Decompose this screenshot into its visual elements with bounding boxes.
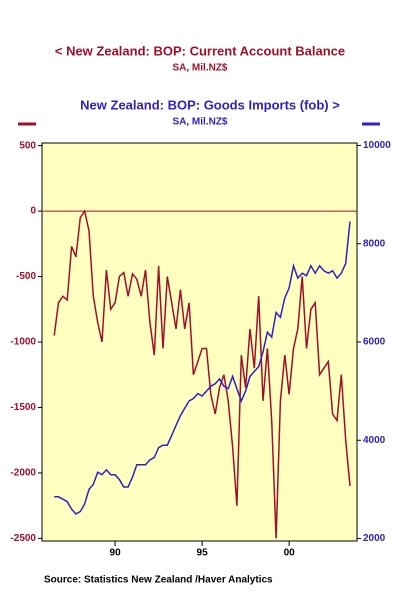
- y-tick-label: -2500: [10, 533, 36, 544]
- series-line: [54, 221, 351, 515]
- series-title: New Zealand: BOP: Goods Imports (fob) >: [80, 97, 340, 112]
- y2-tick-label: 6000: [363, 337, 386, 348]
- y-tick-label: -2000: [10, 468, 36, 479]
- y2-tick-label: 4000: [363, 435, 386, 446]
- series-units: SA, Mil.NZ$: [172, 117, 227, 128]
- x-tick-label: 95: [197, 548, 209, 559]
- x-tick-label: 00: [284, 548, 296, 559]
- y-tick-label: -500: [16, 271, 36, 282]
- y2-tick-label: 2000: [363, 533, 386, 544]
- y-tick-label: -1500: [10, 402, 36, 413]
- y2-tick-label: 10000: [363, 140, 391, 151]
- x-tick-label: 90: [110, 548, 122, 559]
- y-tick-label: 0: [30, 206, 36, 217]
- y-tick-label: 500: [19, 140, 36, 151]
- source: Source: Statistics New Zealand /Haver An…: [44, 575, 273, 586]
- y-tick-label: -1000: [10, 337, 36, 348]
- series-units: SA, Mil.NZ$: [172, 63, 227, 74]
- plot-area: [41, 142, 358, 542]
- series-title: < New Zealand: BOP: Current Account Bala…: [55, 43, 345, 58]
- series-line: [53, 209, 351, 539]
- y2-tick-label: 8000: [363, 238, 386, 249]
